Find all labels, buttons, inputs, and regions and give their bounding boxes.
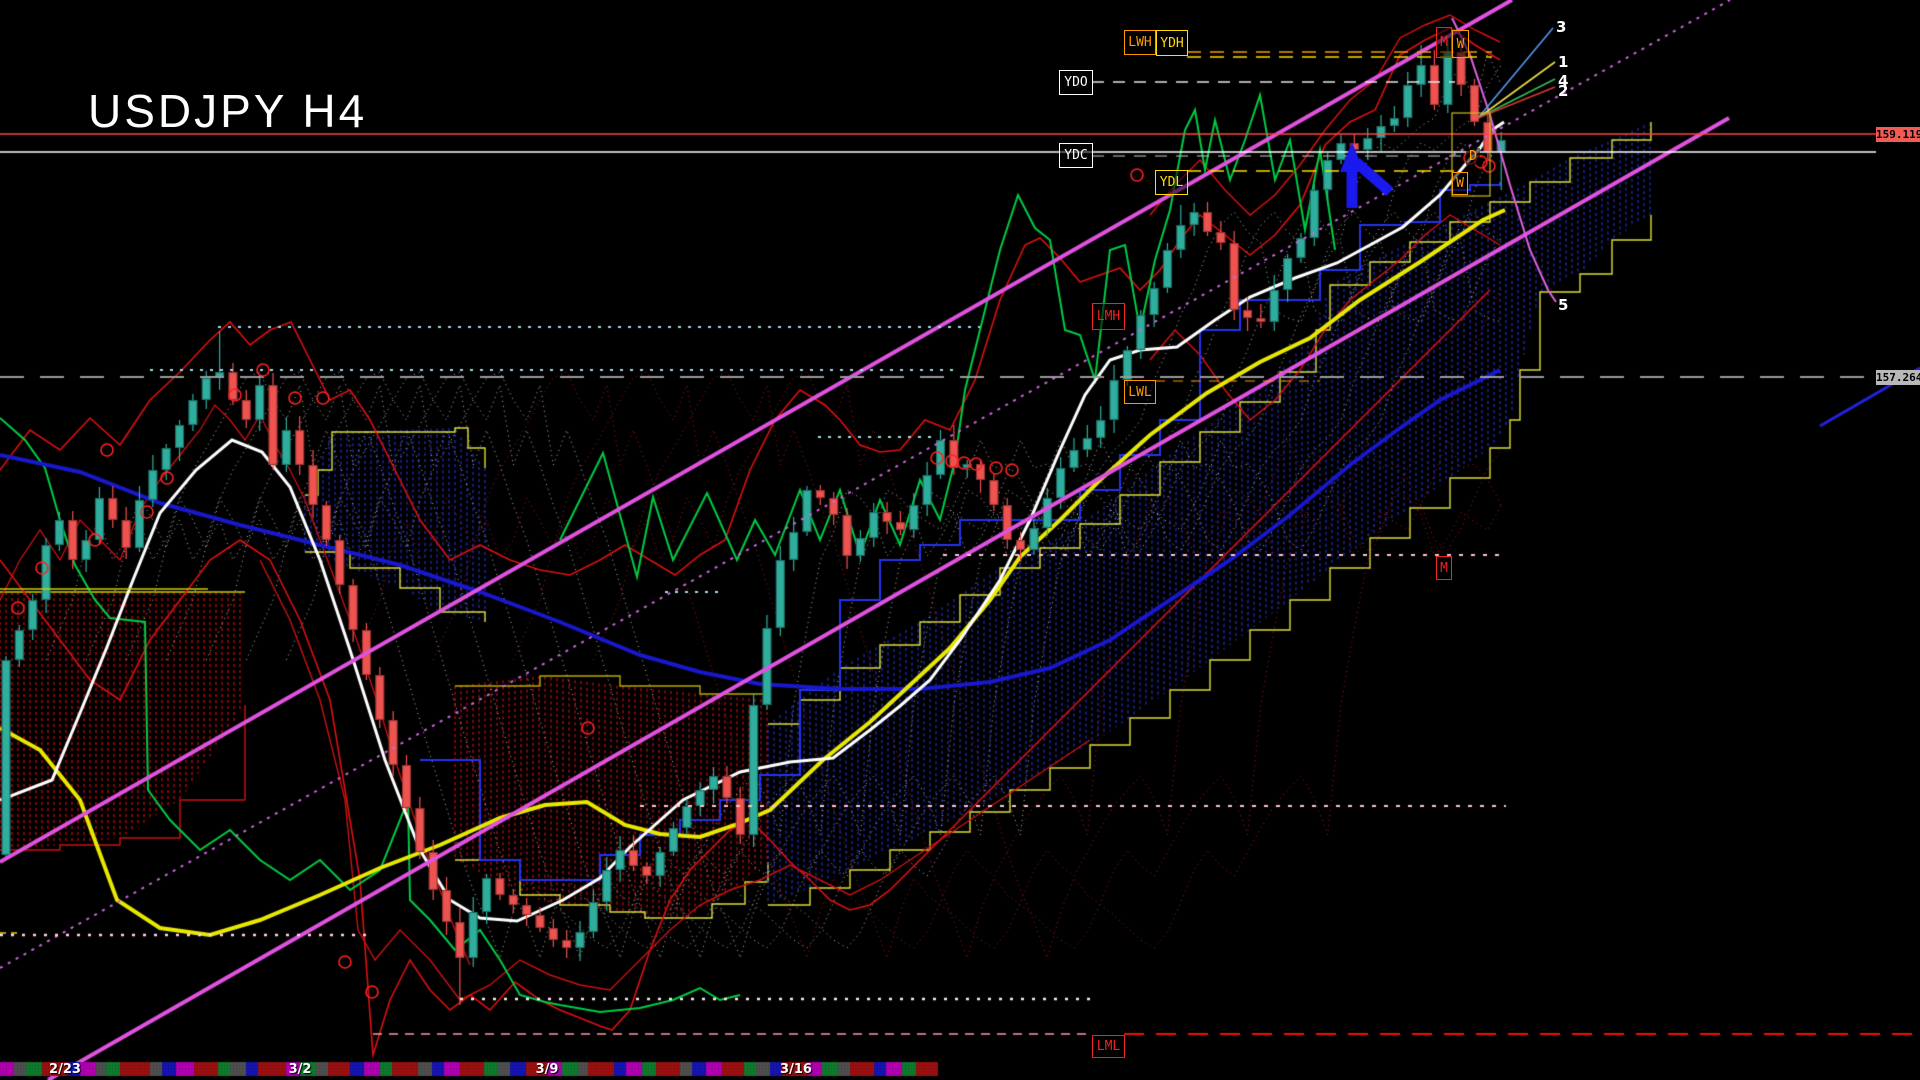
fan-target-number-1: 1 <box>1558 53 1569 71</box>
level-box-w-top[interactable]: W <box>1452 30 1469 58</box>
level-box-ydo[interactable]: YDO <box>1059 70 1093 95</box>
date-axis-label-3-2: 3/2 <box>288 1062 312 1077</box>
date-axis-label-2-23: 2/23 <box>49 1062 81 1077</box>
level-box-m-mid[interactable]: M <box>1436 556 1452 580</box>
level-box-lwl[interactable]: LWL <box>1124 380 1156 404</box>
level-box-w-mid[interactable]: W <box>1452 172 1468 195</box>
level-box-ydc[interactable]: YDC <box>1059 143 1093 168</box>
fan-target-number-2: 2 <box>1558 82 1569 100</box>
fan-target-number-4: 4 <box>1558 72 1569 90</box>
level-box-m-top[interactable]: M <box>1436 27 1452 58</box>
fan-target-number-5: 5 <box>1558 296 1569 314</box>
level-box-ydh[interactable]: YDH <box>1156 30 1188 56</box>
level-box-lwh[interactable]: LWH <box>1124 30 1156 55</box>
fan-target-number-3: 3 <box>1556 18 1567 36</box>
dashed-level-badge: 157.264 <box>1876 370 1920 385</box>
level-box-lmh[interactable]: LMH <box>1092 303 1125 330</box>
date-axis-label-3-16: 3/16 <box>780 1062 812 1077</box>
level-box-lml[interactable]: LML <box>1092 1035 1125 1058</box>
level-box-ydl[interactable]: YDL <box>1155 170 1188 195</box>
current-price-badge: 159.119 <box>1876 127 1920 142</box>
level-box-d-mid[interactable]: D <box>1466 148 1480 165</box>
date-axis-label-3-9: 3/9 <box>535 1062 559 1077</box>
symbol-timeframe-title: USDJPY H4 <box>88 85 368 137</box>
